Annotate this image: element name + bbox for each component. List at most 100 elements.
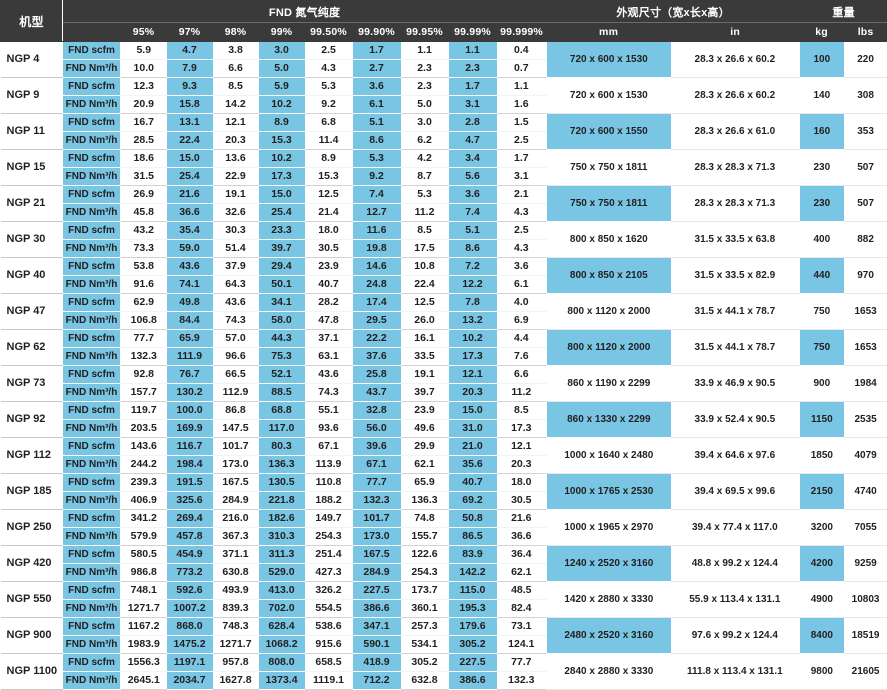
dimension-in-cell: 111.8 x 113.4 x 131.1 bbox=[671, 654, 800, 690]
value-cell: 554.5 bbox=[305, 600, 353, 618]
value-cell: 43.6 bbox=[305, 366, 353, 384]
dimension-in-cell: 31.5 x 44.1 x 78.7 bbox=[671, 330, 800, 366]
value-cell: 22.9 bbox=[213, 168, 259, 186]
value-cell: 100.0 bbox=[167, 402, 213, 420]
value-cell: 748.3 bbox=[213, 618, 259, 636]
value-cell: 82.4 bbox=[497, 600, 547, 618]
value-cell: 8.9 bbox=[305, 150, 353, 168]
value-cell: 628.4 bbox=[259, 618, 305, 636]
value-cell: 66.5 bbox=[213, 366, 259, 384]
model-name-cell: NGP 40 bbox=[1, 258, 63, 294]
value-cell: 56.0 bbox=[353, 420, 401, 438]
value-cell: 4.3 bbox=[497, 204, 547, 222]
dimension-in-cell: 55.9 x 113.4 x 131.1 bbox=[671, 582, 800, 618]
value-cell: 10.2 bbox=[259, 150, 305, 168]
dimension-in-cell: 39.4 x 77.4 x 117.0 bbox=[671, 510, 800, 546]
value-cell: 12.3 bbox=[121, 78, 167, 96]
value-cell: 59.0 bbox=[167, 240, 213, 258]
model-name-cell: NGP 11 bbox=[1, 114, 63, 150]
weight-kg-cell: 230 bbox=[800, 150, 844, 186]
value-cell: 2.8 bbox=[449, 114, 497, 132]
value-cell: 413.0 bbox=[259, 582, 305, 600]
unit-label-scfm: FND scfm bbox=[63, 78, 121, 96]
value-cell: 64.3 bbox=[213, 276, 259, 294]
value-cell: 124.1 bbox=[497, 636, 547, 654]
value-cell: 36.6 bbox=[497, 528, 547, 546]
unit-label-nm3h: FND Nm³/h bbox=[63, 672, 121, 690]
value-cell: 1.1 bbox=[449, 42, 497, 60]
value-cell: 136.3 bbox=[259, 456, 305, 474]
unit-label-nm3h: FND Nm³/h bbox=[63, 96, 121, 114]
dimension-in-cell: 31.5 x 44.1 x 78.7 bbox=[671, 294, 800, 330]
unit-label-nm3h: FND Nm³/h bbox=[63, 384, 121, 402]
value-cell: 45.8 bbox=[121, 204, 167, 222]
value-cell: 305.2 bbox=[449, 636, 497, 654]
value-cell: 39.7 bbox=[401, 384, 449, 402]
unit-label-nm3h: FND Nm³/h bbox=[63, 204, 121, 222]
value-cell: 73.1 bbox=[497, 618, 547, 636]
value-cell: 1475.2 bbox=[167, 636, 213, 654]
value-cell: 11.4 bbox=[305, 132, 353, 150]
unit-label-scfm: FND scfm bbox=[63, 618, 121, 636]
header-purity-95: 95% bbox=[121, 23, 167, 42]
value-cell: 2.5 bbox=[497, 222, 547, 240]
dimension-in-cell: 28.3 x 26.6 x 61.0 bbox=[671, 114, 800, 150]
weight-kg-cell: 1850 bbox=[800, 438, 844, 474]
value-cell: 74.8 bbox=[401, 510, 449, 528]
dimension-in-cell: 39.4 x 64.6 x 97.6 bbox=[671, 438, 800, 474]
value-cell: 84.4 bbox=[167, 312, 213, 330]
value-cell: 28.5 bbox=[121, 132, 167, 150]
value-cell: 0.4 bbox=[497, 42, 547, 60]
unit-label-nm3h: FND Nm³/h bbox=[63, 60, 121, 78]
value-cell: 11.2 bbox=[497, 384, 547, 402]
value-cell: 12.2 bbox=[449, 276, 497, 294]
value-cell: 580.5 bbox=[121, 546, 167, 564]
dimension-in-cell: 28.3 x 28.3 x 71.3 bbox=[671, 186, 800, 222]
value-cell: 1627.8 bbox=[213, 672, 259, 690]
value-cell: 5.9 bbox=[259, 78, 305, 96]
dimension-mm-cell: 1000 x 1640 x 2480 bbox=[547, 438, 671, 474]
value-cell: 77.7 bbox=[121, 330, 167, 348]
value-cell: 4.3 bbox=[305, 60, 353, 78]
value-cell: 62.9 bbox=[121, 294, 167, 312]
value-cell: 406.9 bbox=[121, 492, 167, 510]
value-cell: 367.3 bbox=[213, 528, 259, 546]
value-cell: 173.0 bbox=[353, 528, 401, 546]
value-cell: 73.3 bbox=[121, 240, 167, 258]
value-cell: 68.8 bbox=[259, 402, 305, 420]
value-cell: 21.6 bbox=[167, 186, 213, 204]
value-cell: 18.0 bbox=[497, 474, 547, 492]
value-cell: 590.1 bbox=[353, 636, 401, 654]
value-cell: 216.0 bbox=[213, 510, 259, 528]
value-cell: 49.6 bbox=[401, 420, 449, 438]
value-cell: 2.7 bbox=[353, 60, 401, 78]
value-cell: 34.1 bbox=[259, 294, 305, 312]
value-cell: 57.0 bbox=[213, 330, 259, 348]
value-cell: 37.6 bbox=[353, 348, 401, 366]
value-cell: 117.0 bbox=[259, 420, 305, 438]
unit-label-scfm: FND scfm bbox=[63, 582, 121, 600]
unit-label-scfm: FND scfm bbox=[63, 150, 121, 168]
weight-kg-cell: 440 bbox=[800, 258, 844, 294]
value-cell: 386.6 bbox=[353, 600, 401, 618]
value-cell: 13.1 bbox=[167, 114, 213, 132]
value-cell: 15.0 bbox=[167, 150, 213, 168]
value-cell: 26.9 bbox=[121, 186, 167, 204]
unit-label-scfm: FND scfm bbox=[63, 402, 121, 420]
value-cell: 86.8 bbox=[213, 402, 259, 420]
value-cell: 2.3 bbox=[401, 78, 449, 96]
unit-label-scfm: FND scfm bbox=[63, 474, 121, 492]
value-cell: 143.6 bbox=[121, 438, 167, 456]
value-cell: 191.5 bbox=[167, 474, 213, 492]
value-cell: 17.3 bbox=[449, 348, 497, 366]
header-purity-97: 97% bbox=[167, 23, 213, 42]
value-cell: 15.3 bbox=[305, 168, 353, 186]
value-cell: 457.8 bbox=[167, 528, 213, 546]
